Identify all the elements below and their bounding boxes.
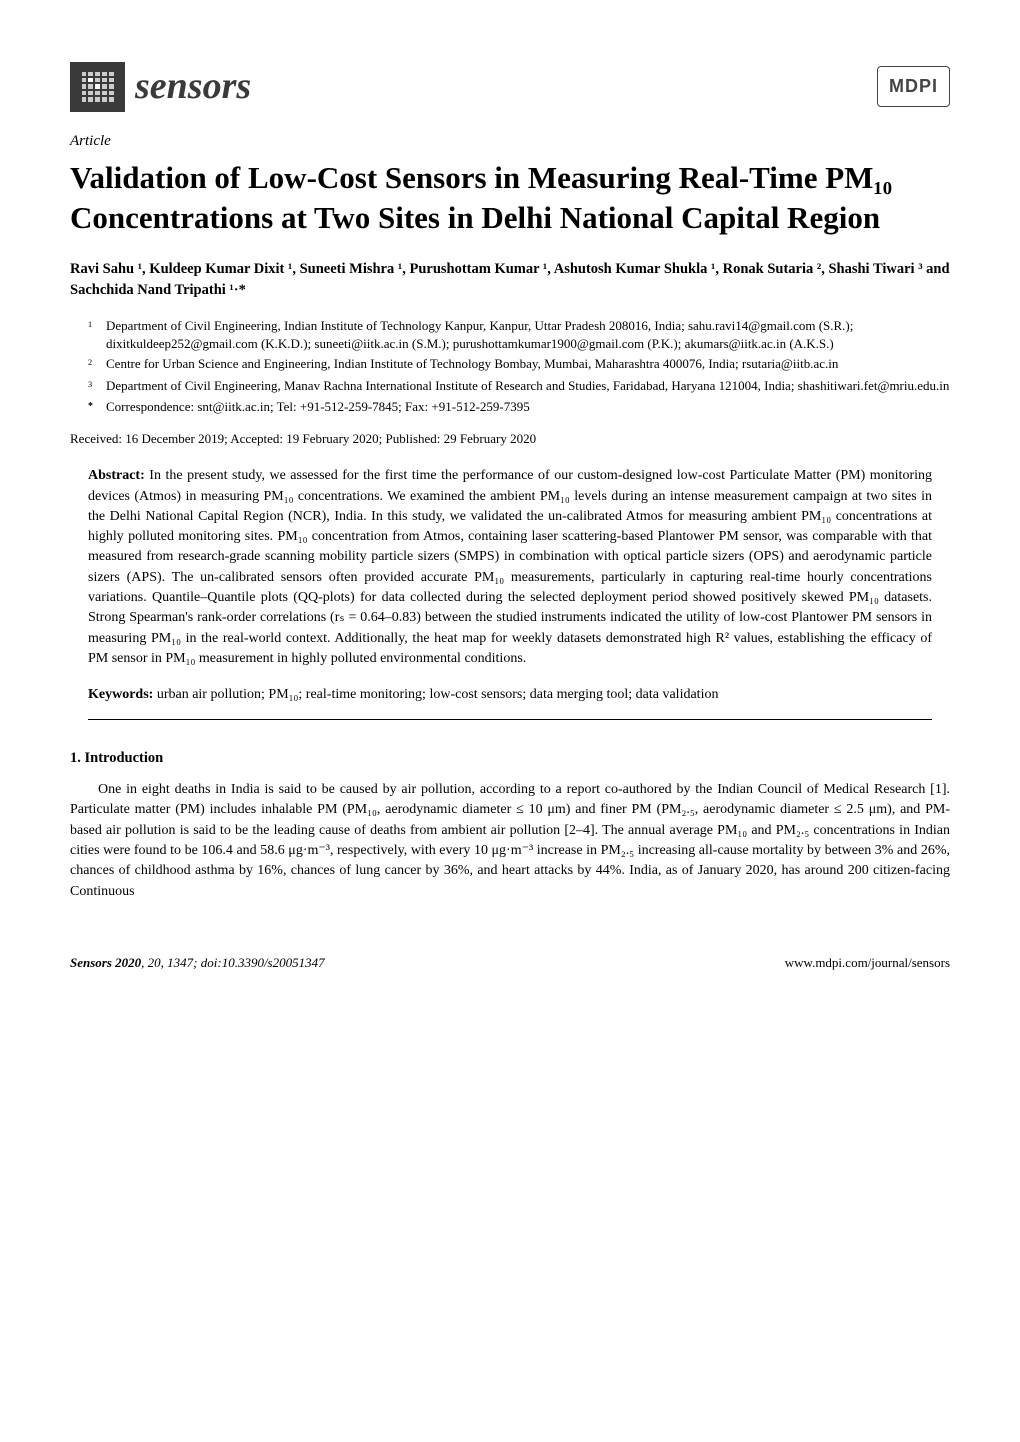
keywords-block: Keywords: urban air pollution; PM₁₀; rea…: [70, 685, 950, 705]
affiliation-text: Department of Civil Engineering, Indian …: [106, 317, 950, 353]
keywords-label: Keywords:: [88, 687, 153, 702]
affiliation-item: 3 Department of Civil Engineering, Manav…: [88, 377, 950, 396]
journal-name: sensors: [135, 60, 251, 113]
authors-line: Ravi Sahu ¹, Kuldeep Kumar Dixit ¹, Sune…: [70, 259, 950, 301]
article-title: Validation of Low-Cost Sensors in Measur…: [70, 158, 950, 239]
affiliation-marker: 3: [88, 380, 92, 389]
article-type-label: Article: [70, 131, 950, 152]
affiliation-marker: 1: [88, 320, 92, 329]
sensors-logo: sensors: [70, 60, 251, 113]
affiliation-text: Centre for Urban Science and Engineering…: [106, 355, 950, 374]
sensors-journal-icon: [70, 62, 125, 112]
footer-citation: Sensors 2020, 20, 1347; doi:10.3390/s200…: [70, 954, 325, 972]
affiliation-text: Department of Civil Engineering, Manav R…: [106, 377, 950, 396]
abstract-label: Abstract:: [88, 468, 145, 483]
affiliation-item: 2 Centre for Urban Science and Engineeri…: [88, 355, 950, 374]
keywords-text: urban air pollution; PM₁₀; real-time mon…: [153, 687, 718, 702]
introduction-paragraph: One in eight deaths in India is said to …: [70, 780, 950, 902]
page-footer: Sensors 2020, 20, 1347; doi:10.3390/s200…: [70, 954, 950, 972]
publisher-name: MDPI: [889, 74, 938, 99]
header-row: sensors MDPI: [70, 60, 950, 113]
affiliation-item: 1 Department of Civil Engineering, India…: [88, 317, 950, 353]
section-heading: 1. Introduction: [70, 748, 950, 768]
affiliation-item: * Correspondence: snt@iitk.ac.in; Tel: +…: [88, 398, 950, 416]
mdpi-logo: MDPI: [877, 66, 950, 107]
abstract-text: In the present study, we assessed for th…: [88, 468, 932, 666]
affiliation-marker: 2: [88, 358, 92, 367]
affiliations-block: 1 Department of Civil Engineering, India…: [70, 317, 950, 416]
correspondence-marker: *: [88, 401, 93, 412]
abstract-block: Abstract: In the present study, we asses…: [70, 466, 950, 669]
publication-dates: Received: 16 December 2019; Accepted: 19…: [70, 430, 950, 448]
separator-line: [88, 719, 932, 720]
correspondence-text: Correspondence: snt@iitk.ac.in; Tel: +91…: [106, 398, 950, 416]
footer-url: www.mdpi.com/journal/sensors: [785, 954, 950, 972]
